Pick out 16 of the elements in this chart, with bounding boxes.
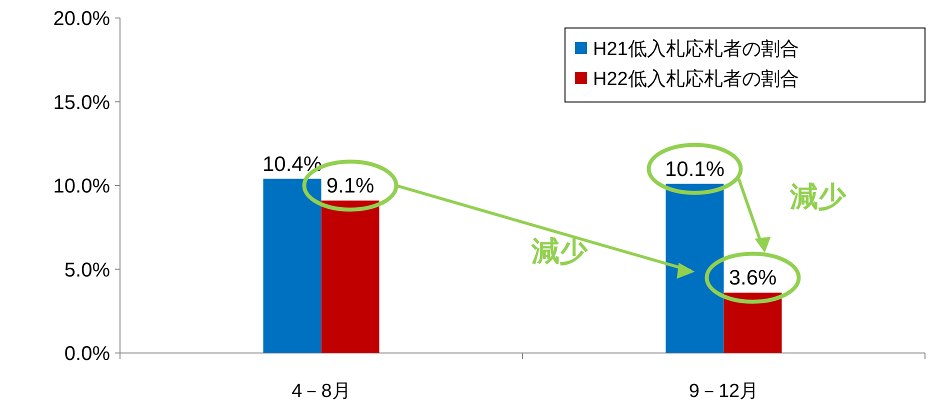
annotation: 減少 [788,180,847,212]
data-label: 3.6% [728,266,777,290]
data-label: 10.4% [262,152,322,176]
y-tick-label: 5.0% [64,259,110,282]
y-tick-label: 10.0% [53,176,110,198]
data-label: 10.1% [664,158,725,181]
x-tick-label: 9－12月 [688,381,759,402]
y-tick-label: 0.0% [64,343,110,365]
legend-label: H22低入札応札者の割合 [593,68,799,90]
annotation: 減少 [530,236,588,267]
y-tick-label: 15.0% [53,92,110,114]
legend-label: H21低入札応札者の割合 [593,38,799,60]
x-tick-label: 4－8月 [292,381,351,402]
data-label: 9.1% [326,174,374,198]
bar [263,178,322,353]
y-tick-label: 20.0% [53,8,110,30]
